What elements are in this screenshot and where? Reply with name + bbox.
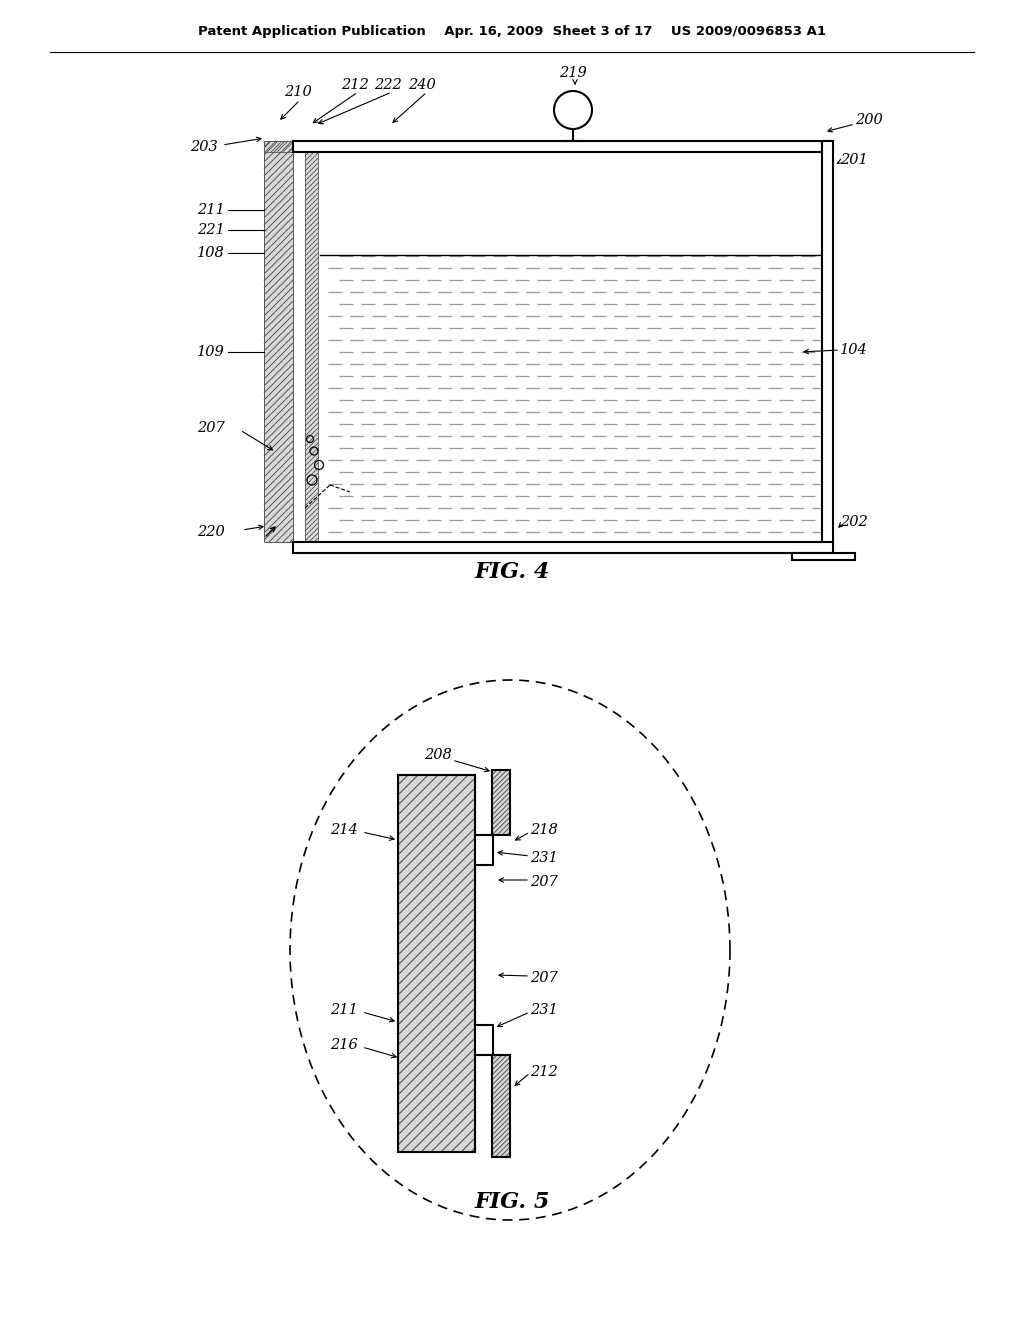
Text: Patent Application Publication    Apr. 16, 2009  Sheet 3 of 17    US 2009/009685: Patent Application Publication Apr. 16, … [198,25,826,38]
Text: 108: 108 [198,246,225,260]
Polygon shape [398,775,475,1152]
Text: 200: 200 [855,114,883,127]
Text: 211: 211 [331,1003,358,1016]
Text: 207: 207 [530,972,558,985]
Polygon shape [822,141,833,553]
Text: 221: 221 [198,223,225,238]
Polygon shape [492,1055,510,1158]
Polygon shape [475,1026,493,1055]
Text: 214: 214 [331,822,358,837]
Text: FIG. 5: FIG. 5 [474,1191,550,1213]
Polygon shape [475,836,493,865]
Text: 201: 201 [840,153,867,168]
Polygon shape [305,141,318,543]
Text: 219: 219 [559,66,587,81]
Polygon shape [264,141,293,543]
Text: 240: 240 [409,78,436,92]
Text: 104: 104 [840,343,867,356]
Text: FIG. 4: FIG. 4 [474,561,550,583]
Polygon shape [293,141,833,152]
Text: 231: 231 [530,851,558,865]
Polygon shape [264,141,318,152]
Text: 218: 218 [530,822,558,837]
Circle shape [554,91,592,129]
Text: 207: 207 [530,875,558,888]
Text: 109: 109 [198,345,225,359]
Text: 216: 216 [331,1038,358,1052]
Text: 212: 212 [530,1065,558,1078]
Text: 210: 210 [284,84,312,99]
Text: 211: 211 [198,203,225,216]
Text: 202: 202 [840,515,867,529]
Polygon shape [792,553,855,560]
Text: 222: 222 [374,78,401,92]
Polygon shape [492,770,510,836]
Text: 207: 207 [198,421,225,436]
Text: 208: 208 [424,748,452,762]
Text: 203: 203 [190,140,218,154]
Text: 212: 212 [341,78,369,92]
Polygon shape [293,543,833,553]
Text: 220: 220 [198,525,225,539]
Text: 231: 231 [530,1003,558,1016]
